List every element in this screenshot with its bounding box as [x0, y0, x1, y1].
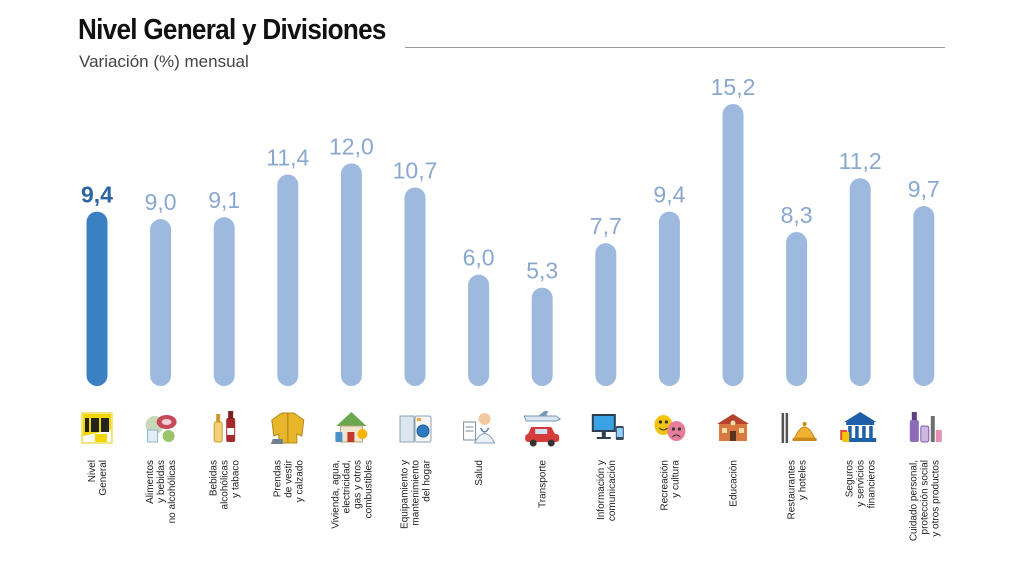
category-label-line: comunicación — [607, 460, 618, 521]
category-label-line: y otros productos — [930, 460, 941, 537]
category-label-11: Restaurantes y hoteles — [787, 460, 809, 519]
washing-machine-icon — [399, 415, 432, 443]
category-label-line: combustibles — [363, 460, 374, 518]
bar-5 — [404, 187, 426, 386]
value-label-11: 8,3 — [781, 202, 813, 228]
chart-title: Nivel General y Divisiones — [78, 14, 386, 46]
bars-layer — [86, 104, 935, 386]
category-label-13: Cuidado personal, protección social y otro… — [908, 460, 941, 541]
theater-masks-icon — [654, 415, 686, 441]
value-label-4: 12,0 — [329, 133, 374, 159]
category-label-7: Transporte — [538, 460, 549, 508]
category-label-6: Salud — [474, 460, 485, 486]
chart-subtitle: Variación (%) mensual — [79, 52, 249, 71]
category-label-9: Recreación y cultura — [659, 460, 681, 511]
bar-1 — [150, 219, 172, 386]
bottles-icon — [213, 411, 236, 443]
ipc-logo-icon — [81, 412, 113, 444]
category-label-line: Bebidas — [209, 460, 220, 496]
value-label-5: 10,7 — [393, 157, 438, 183]
category-label-line: alcohólicas — [220, 460, 231, 509]
category-label-line: mantenimiento — [411, 460, 422, 526]
value-label-6: 6,0 — [463, 245, 495, 271]
category-label-line: Prendas — [272, 460, 283, 497]
bar-0 — [86, 211, 108, 386]
category-label-line: Transporte — [538, 460, 549, 508]
value-label-8: 7,7 — [590, 213, 622, 239]
category-label-5: Equipamiento y mantenimiento del hogar — [400, 459, 433, 529]
value-label-12: 11,2 — [839, 148, 882, 174]
value-label-2: 9,1 — [208, 187, 240, 213]
category-label-line: gas y otros — [352, 460, 363, 509]
category-label-line: y servicios — [856, 460, 867, 507]
house-icon — [335, 412, 368, 443]
dining-icon — [781, 413, 817, 443]
bar-10 — [722, 104, 744, 386]
bar-8 — [595, 243, 617, 386]
value-labels-layer: 9,4 9,0 9,1 11,4 12,0 10,7 6,0 5,3 7,7 9,4 15,2 8,3… — [81, 74, 940, 284]
category-label-12: Seguros y servicios financieros — [845, 460, 878, 508]
category-label-1: Alimentos y bebidas no alcohólicas — [145, 460, 178, 523]
category-label-8: Información y comunicación — [596, 460, 618, 521]
plane-car-icon — [523, 411, 562, 447]
category-label-line: Cuidado personal, — [908, 460, 919, 541]
value-label-7: 5,3 — [526, 258, 558, 284]
category-label-line: Información y — [596, 460, 607, 520]
bar-9 — [658, 211, 680, 386]
bar-4 — [340, 163, 362, 386]
title-divider — [405, 47, 945, 48]
category-label-line: Restaurantes — [787, 460, 798, 519]
category-label-10: Educación — [729, 460, 740, 507]
category-label-line: Equipamiento y — [400, 460, 411, 529]
category-label-3: Prendas de vestir y calzado — [272, 459, 305, 502]
food-basket-icon — [145, 415, 177, 443]
school-icon — [717, 414, 749, 441]
bar-7 — [531, 287, 553, 386]
category-label-4: Vivienda, agua, electricidad, gas y otros c… — [330, 460, 374, 529]
bank-icon — [840, 412, 877, 442]
bar-11 — [786, 232, 808, 386]
category-label-line: y tabaco — [231, 460, 242, 498]
category-label-line: Educación — [729, 460, 740, 507]
category-label-line: y hoteles — [798, 460, 809, 500]
bar-2 — [213, 217, 235, 386]
value-label-0: 9,4 — [81, 182, 113, 208]
cosmetics-icon — [909, 412, 942, 443]
category-label-line: Salud — [474, 460, 485, 486]
category-label-line: y calzado — [294, 460, 305, 503]
category-label-line: protección social — [919, 460, 930, 534]
icons-layer — [81, 411, 942, 447]
value-label-9: 9,4 — [653, 182, 685, 208]
category-labels-layer: Nivel General Alimentos y bebidas no alcohól… — [87, 459, 941, 541]
category-label-line: Seguros — [845, 460, 856, 497]
category-label-line: Alimentos — [145, 460, 156, 504]
bar-6 — [468, 274, 490, 386]
category-label-line: del hogar — [422, 459, 433, 501]
bar-13 — [913, 206, 935, 386]
category-label-2: Bebidas alcohólicas y tabaco — [209, 460, 242, 510]
category-label-line: Vivienda, agua, — [330, 460, 341, 529]
computer-icon — [591, 414, 624, 440]
category-label-line: electricidad, — [341, 460, 352, 513]
category-label-line: Nivel — [87, 460, 98, 482]
value-label-13: 9,7 — [908, 176, 940, 202]
bar-12 — [849, 178, 871, 386]
category-label-line: y cultura — [670, 460, 681, 498]
value-label-3: 11,4 — [266, 145, 309, 171]
category-label-line: General — [98, 460, 109, 496]
value-label-1: 9,0 — [145, 189, 177, 215]
category-label-0: Nivel General — [87, 460, 109, 496]
category-label-line: financieros — [867, 460, 878, 508]
bar-3 — [277, 174, 299, 386]
category-label-line: Recreación — [659, 460, 670, 511]
category-label-line: no alcohólicas — [167, 460, 178, 523]
jacket-icon — [270, 412, 305, 444]
category-label-line: de vestir — [283, 459, 294, 497]
category-label-line: y bebidas — [156, 460, 167, 503]
doctor-icon — [463, 413, 496, 444]
value-label-10: 15,2 — [711, 74, 756, 100]
